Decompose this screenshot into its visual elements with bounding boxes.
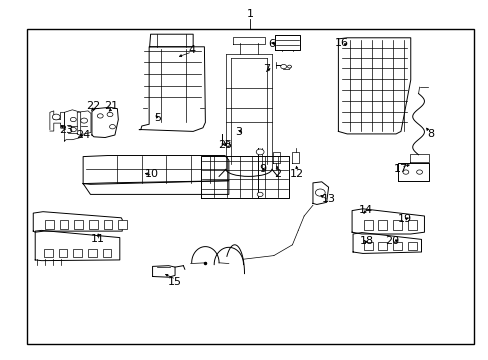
Polygon shape	[64, 110, 81, 141]
Bar	[363, 242, 372, 250]
Circle shape	[402, 170, 408, 174]
Text: 13: 13	[321, 194, 335, 204]
Text: 11: 11	[91, 234, 104, 244]
Text: 25: 25	[218, 140, 231, 150]
Circle shape	[81, 118, 87, 123]
Bar	[378, 220, 386, 230]
Bar	[27, 29, 473, 344]
Polygon shape	[92, 107, 118, 138]
Text: 10: 10	[144, 168, 158, 179]
Bar	[103, 220, 112, 229]
Text: 6: 6	[268, 39, 275, 49]
Bar	[102, 249, 111, 257]
Polygon shape	[338, 38, 410, 134]
Bar	[392, 220, 401, 230]
Text: 14: 14	[358, 204, 372, 215]
Text: 12: 12	[290, 168, 304, 179]
Bar	[89, 220, 98, 229]
Polygon shape	[139, 47, 205, 131]
Bar	[392, 242, 401, 250]
Text: 18: 18	[359, 236, 373, 246]
Text: 24: 24	[76, 130, 90, 140]
Circle shape	[107, 112, 113, 117]
Text: 2: 2	[274, 168, 281, 179]
Bar	[44, 249, 53, 257]
Bar	[60, 220, 68, 229]
Bar	[73, 249, 82, 257]
Bar	[88, 249, 97, 257]
Polygon shape	[272, 152, 279, 163]
Polygon shape	[149, 34, 193, 47]
Polygon shape	[312, 182, 328, 204]
Bar	[59, 249, 67, 257]
Text: 20: 20	[385, 236, 398, 246]
Circle shape	[315, 189, 325, 196]
Polygon shape	[83, 181, 228, 194]
Circle shape	[257, 192, 263, 197]
Circle shape	[280, 64, 286, 69]
Bar	[378, 242, 386, 250]
Polygon shape	[152, 266, 175, 277]
Polygon shape	[397, 163, 428, 181]
Circle shape	[70, 127, 76, 132]
Polygon shape	[292, 152, 299, 163]
Text: 21: 21	[104, 101, 118, 111]
Polygon shape	[232, 37, 264, 44]
Text: 5: 5	[154, 113, 161, 123]
Text: 15: 15	[168, 276, 182, 287]
Bar	[363, 220, 372, 230]
Text: 22: 22	[85, 101, 100, 111]
Bar	[45, 220, 54, 229]
Polygon shape	[409, 154, 428, 162]
Text: 19: 19	[397, 214, 411, 224]
Circle shape	[109, 125, 115, 129]
Text: 4: 4	[188, 45, 195, 55]
Text: 7: 7	[263, 64, 269, 74]
Circle shape	[97, 114, 103, 118]
Polygon shape	[351, 209, 424, 234]
Text: 3: 3	[235, 127, 242, 137]
Polygon shape	[33, 212, 122, 232]
Text: 8: 8	[427, 129, 434, 139]
Circle shape	[52, 114, 60, 120]
Text: 16: 16	[335, 38, 348, 48]
Polygon shape	[35, 230, 120, 261]
Bar	[407, 242, 416, 250]
Polygon shape	[352, 233, 421, 253]
Polygon shape	[77, 111, 91, 135]
Polygon shape	[275, 35, 300, 50]
Polygon shape	[201, 156, 288, 198]
Text: 9: 9	[259, 164, 266, 174]
Circle shape	[287, 65, 291, 68]
Bar	[74, 220, 83, 229]
Text: 23: 23	[60, 125, 73, 135]
Circle shape	[256, 149, 264, 155]
Circle shape	[70, 117, 76, 122]
Text: 1: 1	[246, 9, 253, 19]
Circle shape	[416, 170, 422, 174]
Text: 17: 17	[393, 164, 407, 174]
Polygon shape	[83, 156, 228, 184]
Bar	[118, 220, 127, 229]
Bar	[407, 220, 416, 230]
